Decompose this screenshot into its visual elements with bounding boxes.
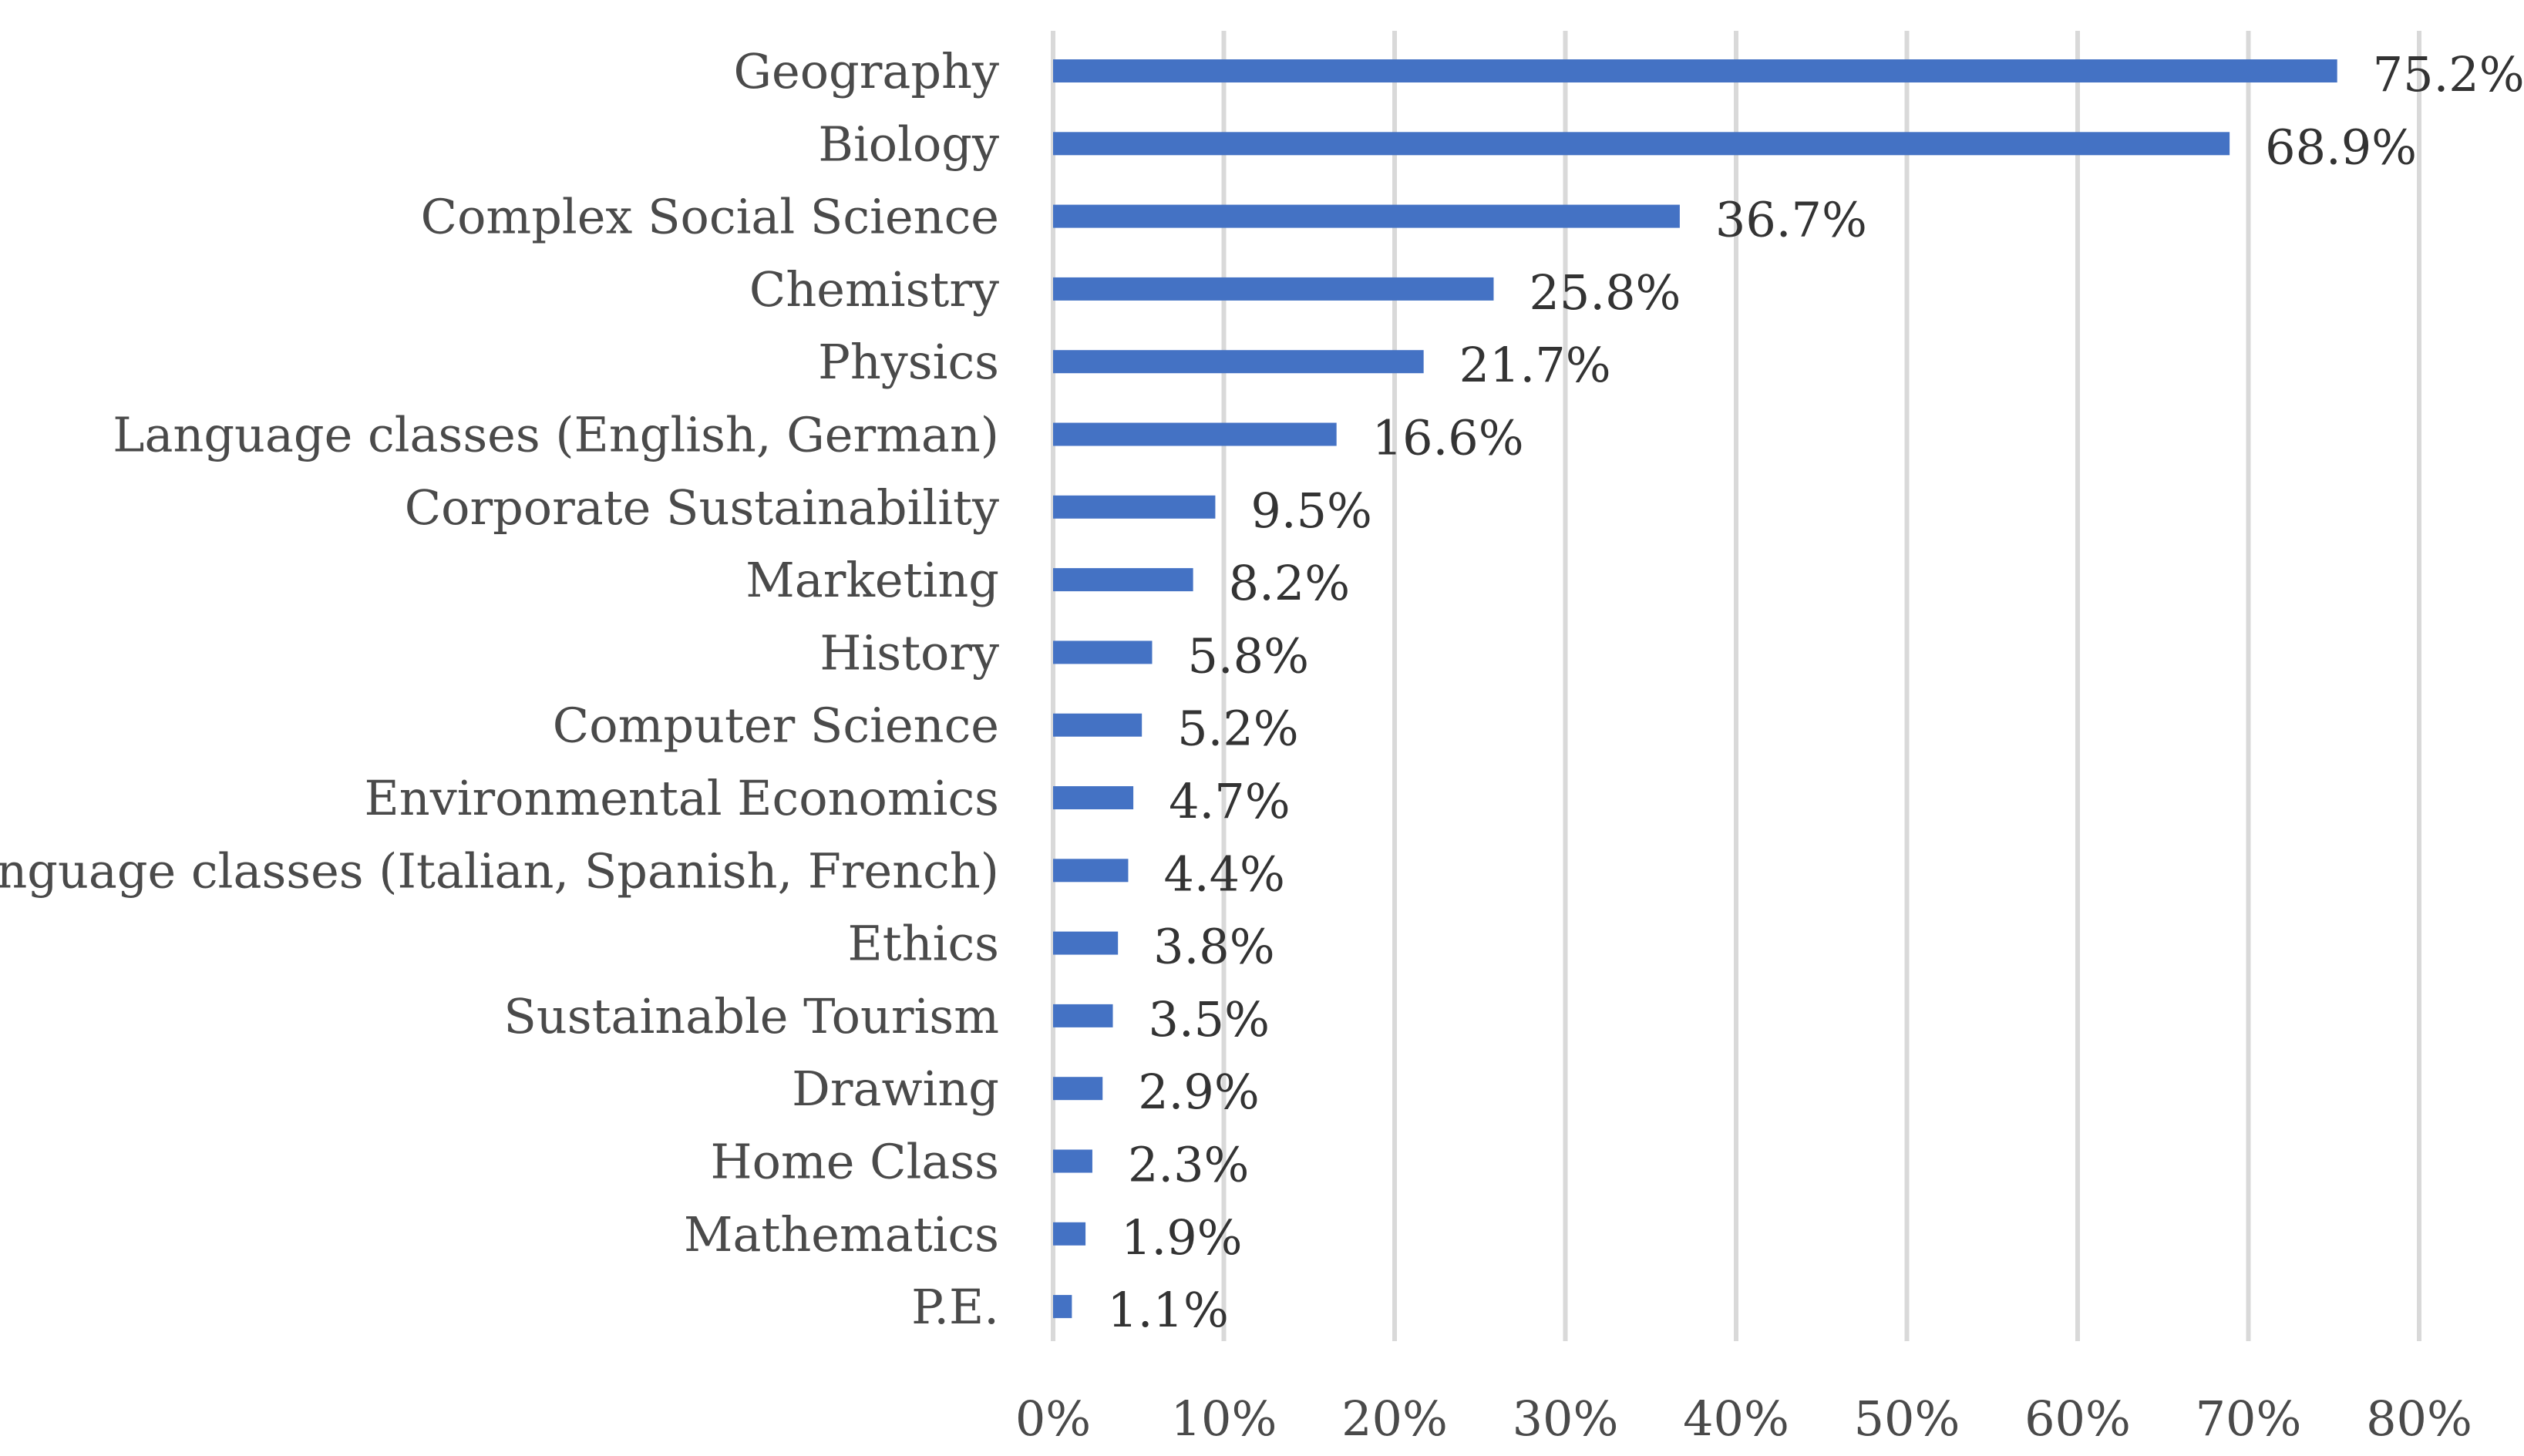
bar	[1053, 786, 1134, 809]
bar	[1053, 1222, 1086, 1246]
bar	[1053, 1295, 1072, 1319]
bar	[1053, 59, 2337, 82]
value-labels: 75.2% 68.9% 36.7% 25.8% 21.7% 16.6%9.5% 8.2% 5.…	[1107, 46, 2524, 1338]
data-label: 1.1%	[1107, 1282, 1229, 1338]
category-label: Geography	[734, 43, 999, 99]
data-label: 3.8%	[1153, 919, 1275, 975]
category-label: Biology	[818, 116, 999, 172]
bar	[1053, 1077, 1103, 1101]
category-label: Sustainable Tourism	[503, 988, 999, 1044]
category-labels: Geography Biology Complex Social Science Ch…	[0, 43, 999, 1335]
data-label: 25.8%	[1529, 264, 1681, 321]
category-label: Drawing	[792, 1061, 999, 1117]
category-label: Corporate Sustainability	[405, 479, 999, 536]
category-label: Marketing	[745, 552, 999, 608]
data-label: 4.4%	[1163, 846, 1285, 902]
data-label: 2.9%	[1138, 1064, 1260, 1120]
x-tick-label: 30%	[1513, 1390, 1619, 1447]
category-label: Ethics	[848, 916, 999, 972]
bar	[1053, 1149, 1092, 1173]
data-label: 3.5%	[1149, 991, 1270, 1047]
x-tick-label: 10%	[1171, 1390, 1277, 1447]
bar	[1053, 350, 1424, 374]
x-tick-label: 60%	[2024, 1390, 2131, 1447]
bar	[1053, 713, 1143, 737]
bar	[1053, 641, 1153, 664]
data-label: 36.7%	[1715, 192, 1867, 248]
data-label: 68.9%	[2265, 119, 2417, 175]
x-tick-label: 0%	[1015, 1390, 1091, 1447]
bar	[1053, 931, 1119, 955]
data-label: 75.2%	[2373, 46, 2524, 103]
category-label: Language classes (English, German)	[113, 407, 999, 463]
category-label: History	[819, 624, 999, 681]
x-tick-label: 70%	[2196, 1390, 2302, 1447]
data-label: 9.5%	[1250, 483, 1372, 539]
data-label: 8.2%	[1229, 555, 1351, 611]
bar	[1053, 859, 1129, 883]
x-tick-label: 50%	[1854, 1390, 1960, 1447]
category-label: Physics	[818, 334, 999, 390]
data-label: 4.7%	[1169, 773, 1291, 829]
bar	[1053, 422, 1337, 446]
category-label: Chemistry	[749, 261, 999, 318]
category-label: Language classes (Italian, Spanish, Fren…	[0, 842, 999, 899]
x-tick-label: 40%	[1683, 1390, 1789, 1447]
bar	[1053, 132, 2230, 156]
data-label: 21.7%	[1459, 337, 1611, 393]
bar	[1053, 495, 1216, 519]
data-label: 1.9%	[1121, 1209, 1243, 1266]
data-label: 5.2%	[1177, 701, 1299, 757]
bar	[1053, 277, 1494, 301]
x-tick-label: 20%	[1341, 1390, 1448, 1447]
bars	[1053, 59, 2337, 1319]
bar	[1053, 204, 1680, 228]
bar	[1053, 1004, 1113, 1027]
gridlines	[1051, 31, 2421, 1341]
category-label: Home Class	[711, 1134, 999, 1190]
bar	[1053, 568, 1193, 592]
category-label: Environmental Economics	[365, 770, 1000, 826]
category-label: Computer Science	[553, 698, 999, 754]
category-label: Mathematics	[684, 1206, 999, 1263]
data-label: 5.8%	[1187, 627, 1309, 684]
x-axis-tick-labels: 0% 10% 20% 30% 40% 50% 60% 70% 80%	[1015, 1390, 2472, 1447]
category-label: P.E.	[911, 1279, 999, 1335]
data-label: 16.6%	[1372, 410, 1524, 466]
data-label: 2.3%	[1128, 1137, 1250, 1193]
x-tick-label: 80%	[2366, 1390, 2472, 1447]
category-label: Complex Social Science	[421, 189, 999, 245]
